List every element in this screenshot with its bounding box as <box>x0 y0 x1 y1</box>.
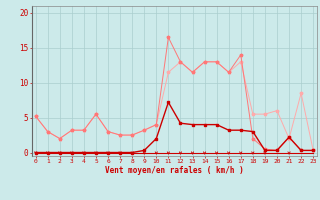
X-axis label: Vent moyen/en rafales ( km/h ): Vent moyen/en rafales ( km/h ) <box>105 166 244 175</box>
